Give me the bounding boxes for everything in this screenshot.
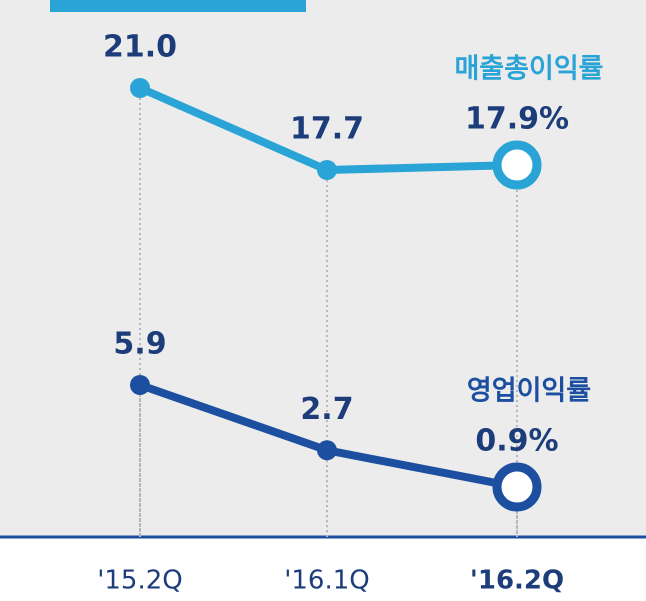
x-tick-label: '15.2Q (97, 566, 183, 596)
legend-label: 영업이익률 (467, 376, 591, 407)
header-tab (50, 0, 306, 12)
point (492, 462, 542, 512)
data-label: 5.9 (113, 327, 166, 362)
data-label: 17.9% (465, 102, 569, 137)
data-label: 17.7 (290, 112, 364, 147)
data-label: 21.0 (103, 30, 177, 65)
x-tick-label: '16.2Q (470, 566, 564, 596)
x-tick-label: '16.1Q (284, 566, 370, 596)
data-label: 2.7 (300, 392, 353, 427)
point (317, 160, 337, 180)
data-label: 0.9% (475, 424, 558, 459)
point (492, 140, 542, 190)
legend-label: 매출총이익률 (454, 54, 603, 85)
point (130, 375, 150, 395)
point (317, 440, 337, 461)
point (130, 78, 150, 98)
